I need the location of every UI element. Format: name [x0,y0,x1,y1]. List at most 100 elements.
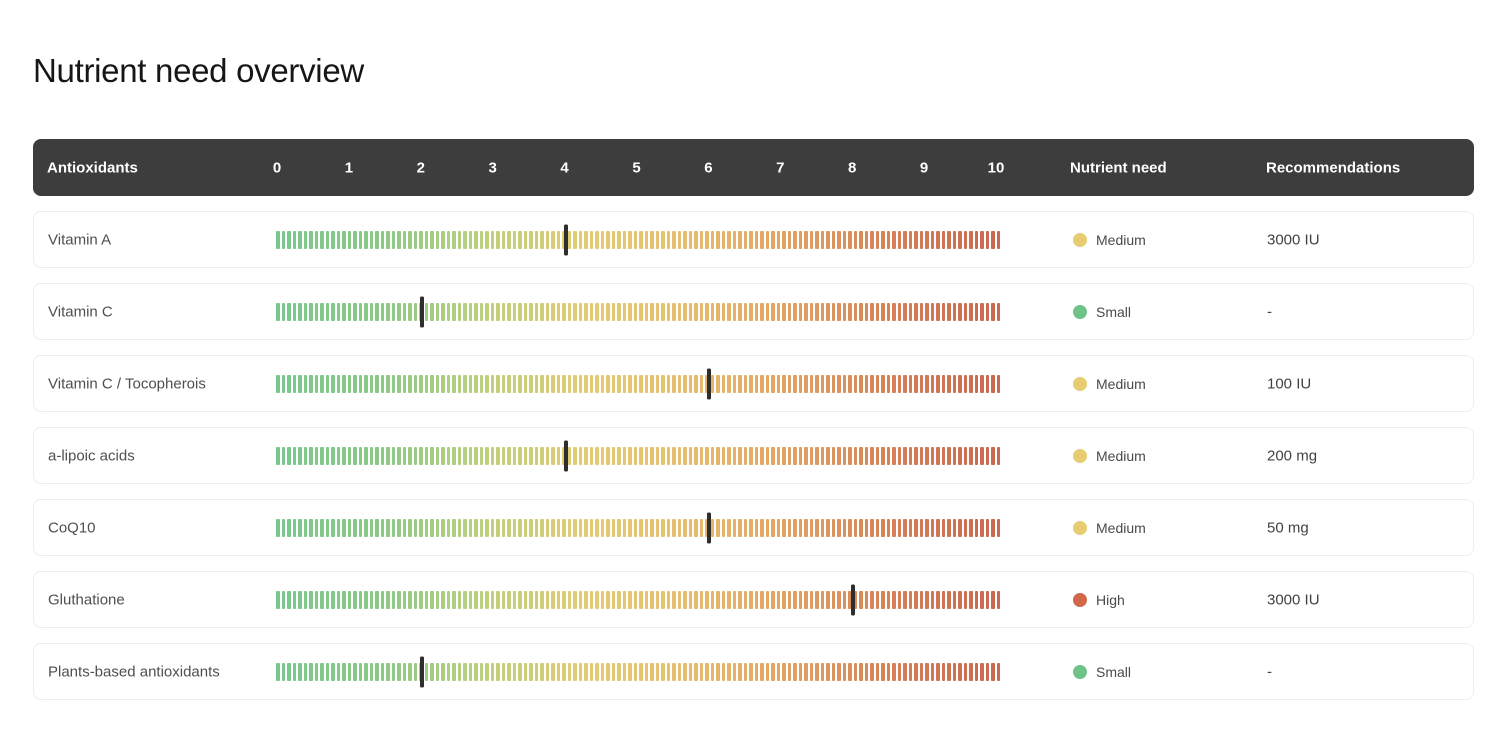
gauge-tick [617,374,621,393]
gauge-tick [699,590,703,609]
gauge-tick [644,446,648,465]
gauge-tick [798,302,802,321]
gauge-tick [380,446,384,465]
gauge-tick [474,230,478,249]
gauge-tick [864,302,868,321]
gauge-tick [991,302,995,321]
gauge-tick [314,662,318,681]
gauge-tick [666,518,670,537]
gauge-tick [908,230,912,249]
gauge-tick [930,374,934,393]
gauge-tick [567,374,571,393]
gauge-tick [688,230,692,249]
gauge-tick [435,230,439,249]
gauge-tick [661,518,665,537]
gauge-tick [617,230,621,249]
gauge-tick [347,662,351,681]
gauge-tick [424,590,428,609]
gauge-tick [386,518,390,537]
gauge-tick [496,662,500,681]
gauge-tick [364,374,368,393]
need-level-dot-icon [1073,448,1087,463]
gauge-tick [820,302,824,321]
recommendation-value: 3000 IU [1267,231,1320,248]
gauge-tick [765,374,769,393]
gauge-tick [749,518,753,537]
nutrient-gauge [276,374,1000,393]
gauge-tick [897,518,901,537]
gauge-tick [914,590,918,609]
gauge-tick [578,446,582,465]
gauge-tick [358,518,362,537]
gauge-tick [457,590,461,609]
gauge-tick [776,590,780,609]
gauge-tick [721,230,725,249]
gauge-tick [375,518,379,537]
gauge-tick [540,374,544,393]
gauge-tick [446,518,450,537]
scale-number: 6 [704,159,713,176]
gauge-tick [463,302,467,321]
gauge-tick [573,518,577,537]
page-title: Nutrient need overview [33,52,364,89]
gauge-tick [661,374,665,393]
gauge-tick [606,302,610,321]
gauge-tick [980,446,984,465]
gauge-tick [980,230,984,249]
gauge-tick [441,302,445,321]
gauge-tick [292,302,296,321]
gauge-tick [914,302,918,321]
need-level-dot-icon [1073,592,1087,607]
gauge-tick [919,662,923,681]
gauge-tick [276,302,280,321]
gauge-tick [815,374,819,393]
gauge-tick [776,518,780,537]
gauge-tick [650,446,654,465]
gauge-tick [936,374,940,393]
gauge-tick [760,518,764,537]
gauge-tick [661,302,665,321]
gauge-tick [457,518,461,537]
gauge-tick [980,302,984,321]
gauge-tick [523,518,527,537]
gauge-tick [589,230,593,249]
gauge-tick [732,302,736,321]
gauge-tick [908,590,912,609]
gauge-tick [336,662,340,681]
gauge-tick [963,230,967,249]
gauge-tick [897,590,901,609]
gauge-tick [793,230,797,249]
gauge-tick [441,230,445,249]
gauge-tick [347,374,351,393]
gauge-tick [683,446,687,465]
gauge-tick [958,446,962,465]
gauge-tick [622,374,626,393]
gauge-tick [578,662,582,681]
gauge-tick [512,446,516,465]
gauge-tick [991,446,995,465]
gauge-tick [842,662,846,681]
gauge-tick [518,446,522,465]
gauge-tick [397,590,401,609]
gauge-tick [463,590,467,609]
gauge-tick [754,518,758,537]
gauge-tick [529,518,533,537]
gauge-tick [743,518,747,537]
gauge-tick [870,446,874,465]
gauge-tick [853,590,857,609]
gauge-tick [331,590,335,609]
gauge-tick [490,374,494,393]
gauge-tick [331,518,335,537]
gauge-tick [413,662,417,681]
gauge-tick [600,446,604,465]
gauge-tick [771,590,775,609]
gauge-tick [765,662,769,681]
gauge-tick [386,374,390,393]
gauge-tick [408,662,412,681]
gauge-tick [969,662,973,681]
gauge-tick [947,518,951,537]
gauge-tick [281,662,285,681]
gauge-tick [875,374,879,393]
gauge-tick [298,518,302,537]
gauge-tick [650,302,654,321]
